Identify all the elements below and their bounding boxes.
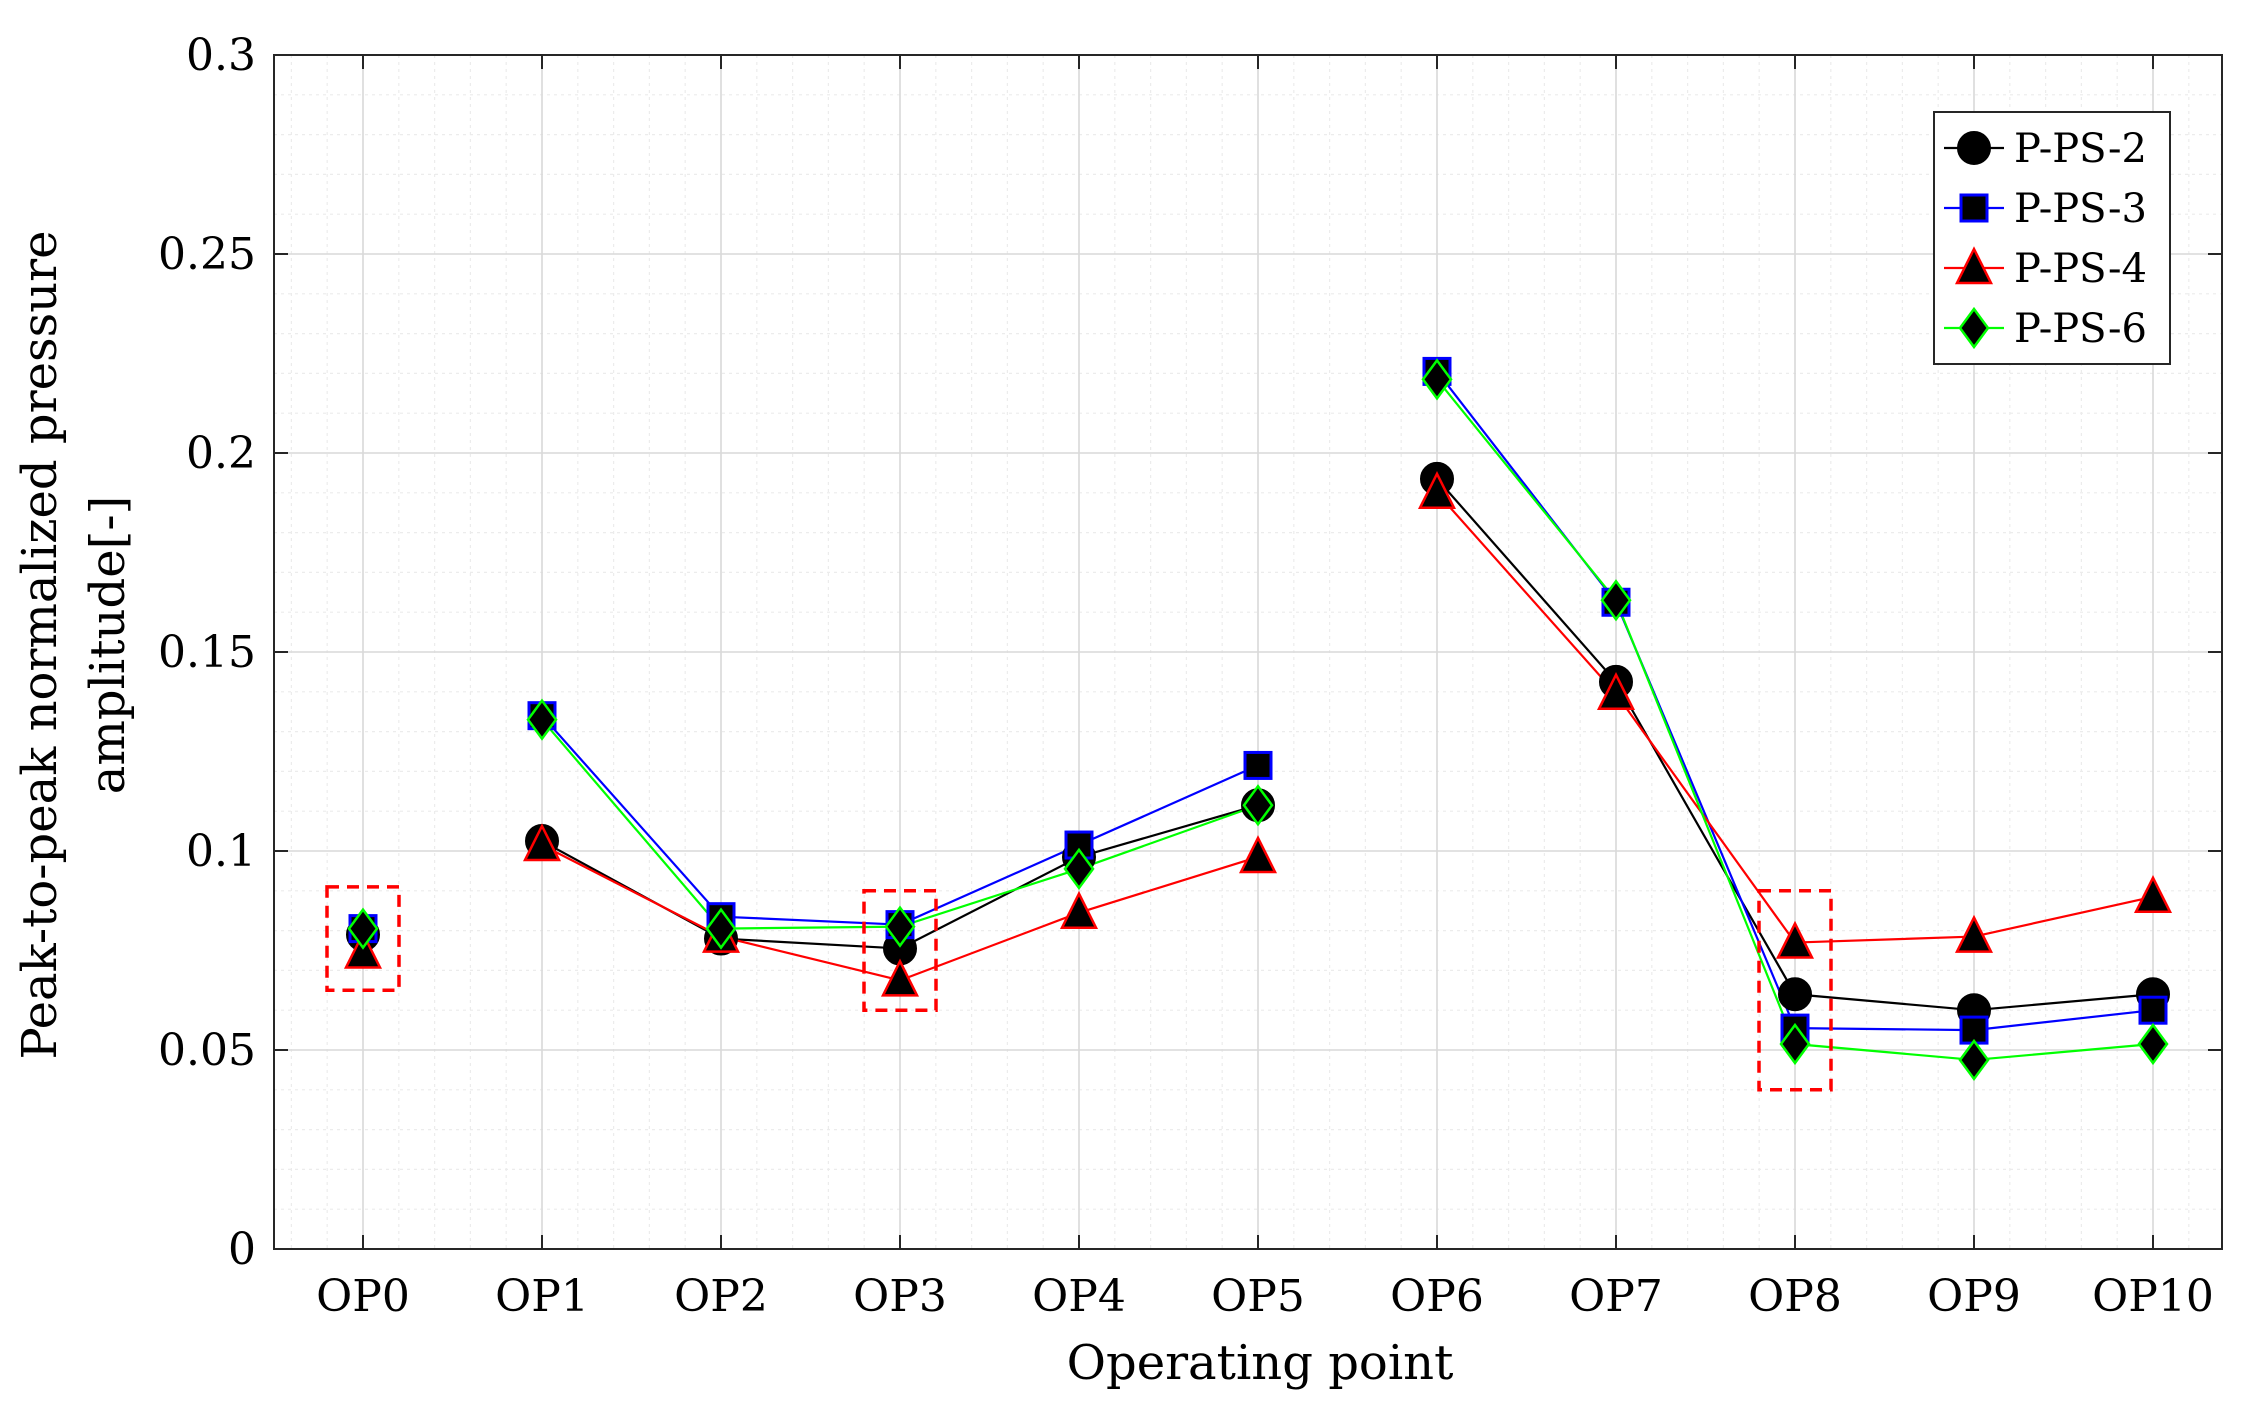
x-tick-label: OP7 [1569, 1271, 1663, 1322]
legend-label: P-PS-6 [2014, 306, 2147, 352]
y-tick-label: 0.15 [158, 627, 256, 678]
x-tick-label: OP1 [495, 1271, 589, 1322]
legend-item-p-ps-6[interactable]: P-PS-6 [1944, 306, 2147, 352]
data-point-p-ps-3-op5 [1243, 750, 1273, 780]
data-point-p-ps-6-op10 [2137, 1022, 2169, 1066]
data-point-p-ps-4-op9 [1954, 914, 1994, 953]
legend-marker [1958, 306, 1990, 350]
x-axis-title: Operating point [1067, 1335, 1454, 1391]
highlight-box-op8 [1757, 889, 1833, 1092]
highlight-box-op3 [862, 889, 938, 1012]
legend-item-p-ps-2[interactable]: P-PS-2 [1944, 126, 2147, 172]
highlight-boxes [325, 885, 1833, 1092]
x-tick-label: OP3 [853, 1271, 947, 1322]
data-point-p-ps-6-op2 [705, 907, 737, 950]
legend-item-p-ps-3[interactable]: P-PS-3 [1944, 186, 2147, 232]
data-point-p-ps-6-op0 [347, 907, 379, 950]
data-point-p-ps-4-op7 [1596, 671, 1636, 711]
data-point-p-ps-6-op6 [1421, 358, 1453, 401]
x-tick-label: OP5 [1211, 1271, 1305, 1322]
x-tick-label: OP0 [316, 1271, 410, 1322]
data-point-p-ps-6-op9 [1958, 1038, 1990, 1082]
data-point-p-ps-4-op5 [1238, 835, 1278, 874]
data-point-p-ps-4-op1 [522, 823, 562, 862]
data-point-p-ps-6-op4 [1063, 847, 1095, 891]
y-tick-label: 0 [228, 1224, 256, 1275]
legend-item-p-ps-4[interactable]: P-PS-4 [1944, 246, 2147, 292]
data-point-p-ps-6-op7 [1600, 579, 1632, 622]
y-axis-title-line-2: amplitude[-] [80, 496, 136, 795]
x-axis-ticks: OP0 OP1 OP2 OP3 OP4 OP5 OP6 OP7 OP8 OP9 OP10 [316, 55, 2214, 1322]
highlight-box-op0 [325, 885, 401, 993]
y-tick-label: 0.1 [186, 826, 256, 877]
data-point-p-ps-4-op8 [1775, 920, 1815, 959]
legend[interactable]: P-PS-2 P-PS-3 P-PS-4 P-PS-6 [1933, 111, 2171, 365]
x-tick-label: OP4 [1032, 1271, 1126, 1322]
legend-label: P-PS-2 [2014, 126, 2147, 172]
data-point-p-ps-4-op6 [1417, 471, 1457, 510]
x-tick-label: OP9 [1927, 1271, 2021, 1322]
data-point-p-ps-2-op8 [1778, 977, 1812, 1012]
y-tick-label: 0.05 [158, 1025, 256, 1076]
legend-marker [1954, 246, 1994, 285]
data-point-p-ps-6-op8 [1779, 1022, 1811, 1066]
legend-marker [1957, 131, 1991, 165]
y-axis-title: Peak-to-peak normalized pressure amplitu… [12, 230, 136, 1059]
data-point-p-ps-4-op4 [1059, 890, 1099, 929]
legend-label: P-PS-3 [2014, 186, 2147, 232]
data-point-p-ps-4-op3 [880, 958, 920, 997]
x-tick-label: OP10 [2092, 1271, 2214, 1322]
legend-label: P-PS-4 [2014, 246, 2147, 292]
x-tick-label: OP8 [1748, 1271, 1842, 1322]
data-point-p-ps-6-op5 [1242, 784, 1274, 827]
legend-marker [1959, 193, 1989, 223]
data-point-p-ps-6-op1 [526, 698, 558, 741]
y-axis-title-line-1: Peak-to-peak normalized pressure [12, 230, 68, 1059]
data-point-p-ps-4-op0 [343, 930, 383, 969]
y-tick-label: 0.2 [186, 428, 256, 479]
x-tick-label: OP2 [674, 1271, 768, 1322]
data-point-p-ps-3-op10 [2138, 995, 2168, 1025]
data-point-p-ps-6-op3 [884, 905, 916, 948]
x-tick-label: OP6 [1390, 1271, 1484, 1322]
y-axis-ticks: 0 0.05 0.1 0.15 0.2 0.25 0.3 [158, 30, 2222, 1275]
data-point-p-ps-4-op10 [2133, 874, 2173, 914]
y-tick-label: 0.3 [186, 30, 256, 81]
y-tick-label: 0.25 [158, 229, 256, 280]
series-markers [343, 356, 2173, 1082]
